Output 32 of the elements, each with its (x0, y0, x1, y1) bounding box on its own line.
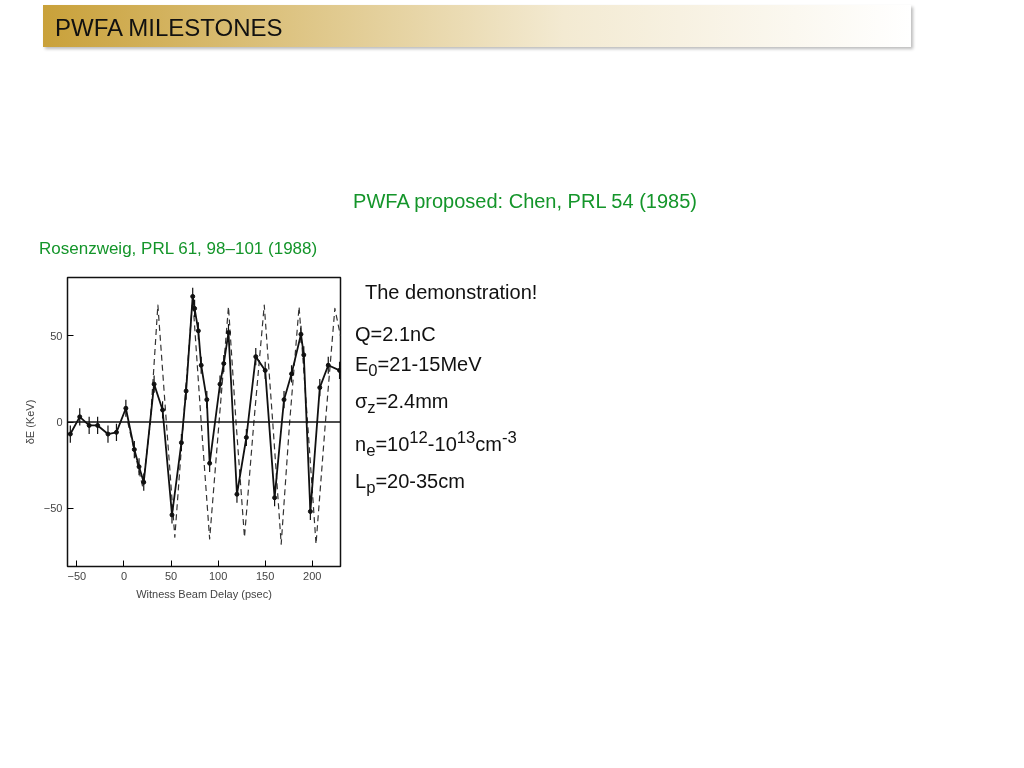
x-tick-label: −50 (67, 569, 87, 582)
text: The demonstration! (365, 280, 538, 305)
point (253, 354, 259, 360)
text: n$_{e}$=10$^{12}$-10$^{13}$cm$^{-3}$ (355, 427, 518, 462)
text: Q=2.1nC (355, 322, 437, 347)
text: Rosenzweig, PRL 61, 98–101 (1988) (39, 238, 318, 260)
point (113, 429, 119, 435)
text: PWFA proposed: Chen, PRL 54 (1985) (353, 189, 697, 214)
point (131, 447, 137, 453)
point (195, 328, 201, 334)
point (317, 385, 323, 391)
text: L$_{p}$=20-35cm (355, 468, 466, 499)
x-axis-title: Witness Beam Delay (psec) (136, 587, 272, 600)
x-tick-label: 50 (164, 569, 178, 582)
text: σ$_{z}$=2.4mm (355, 389, 450, 419)
y-tick-label: 50 (50, 329, 63, 342)
point (204, 397, 210, 403)
point (289, 371, 295, 377)
y-axis-title: δE (KeV) (23, 399, 36, 445)
x-tick-label: 150 (256, 569, 275, 582)
point (221, 361, 227, 367)
point (243, 434, 249, 440)
x-tick-label: 0 (120, 569, 128, 582)
text: E$_{0}$=21-15MeV (355, 352, 483, 382)
chart-title: PWFA MILESTONES (55, 13, 283, 43)
y-tick-label: −50 (43, 502, 63, 515)
point (262, 367, 268, 373)
x-tick-label: 200 (303, 569, 322, 582)
point (86, 422, 92, 428)
y-tick-label: 0 (56, 416, 63, 428)
x-tick-label: 100 (208, 569, 228, 582)
point (160, 407, 166, 413)
